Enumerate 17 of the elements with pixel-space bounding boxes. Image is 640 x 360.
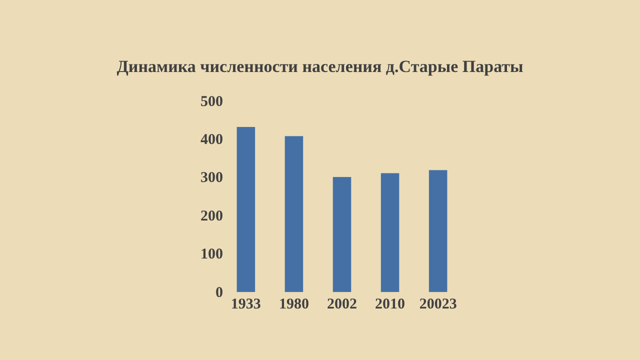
x-tick-label: 2002 [327, 296, 357, 312]
bar [380, 173, 400, 292]
bar [332, 177, 352, 292]
x-tick-label: 2010 [375, 296, 406, 312]
y-tick-label: 200 [200, 208, 223, 224]
x-tick-label: 1980 [278, 296, 309, 312]
chart-title: Динамика численности населения д.Старые Параты [116, 57, 524, 76]
y-tick-label: 500 [200, 94, 223, 110]
bar [284, 136, 304, 292]
y-tick-label: 100 [200, 246, 223, 263]
x-tick-label: 1933 [230, 296, 261, 312]
y-tick-label: 0 [216, 284, 223, 301]
bar [236, 126, 256, 292]
bar [428, 170, 448, 292]
x-tick-label: 20023 [419, 296, 457, 312]
y-tick-label: 400 [200, 132, 223, 148]
y-tick-label: 300 [200, 170, 223, 186]
